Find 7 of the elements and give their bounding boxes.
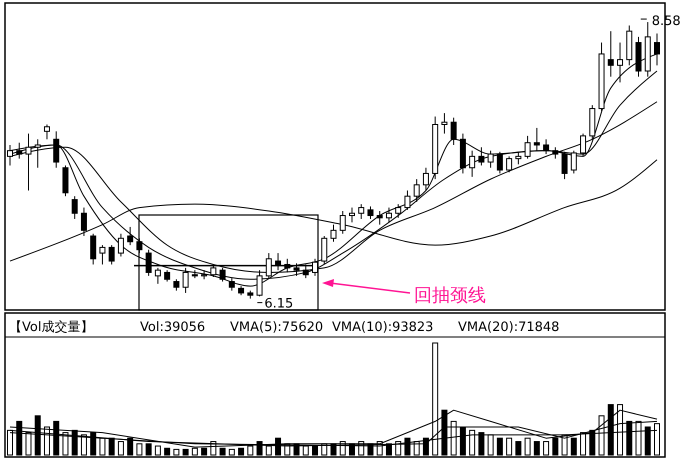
text: VMA(10):93823 bbox=[332, 320, 434, 335]
annotation: 回抽颈线 bbox=[414, 285, 486, 306]
annotation: 6.15 bbox=[264, 296, 294, 312]
text: Vol:39056 bbox=[140, 320, 206, 335]
text: VMA(5):75620 bbox=[230, 320, 324, 335]
chart-title: 【Vol成交量】 bbox=[9, 319, 94, 335]
text: VMA(20):71848 bbox=[458, 320, 560, 335]
